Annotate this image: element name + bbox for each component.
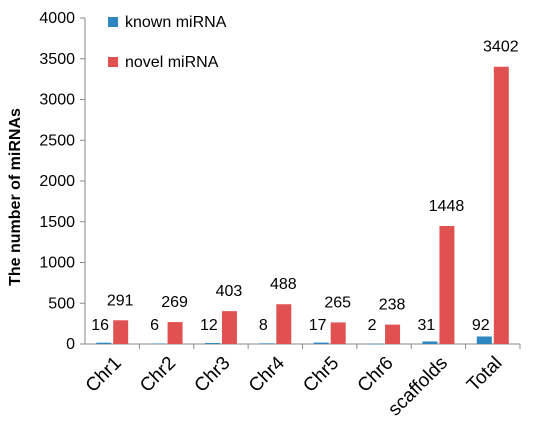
data-label-known: 8 — [259, 317, 268, 334]
y-tick-label: 1500 — [39, 214, 75, 231]
data-label-novel: 265 — [324, 294, 351, 311]
bar-novel-chr6 — [385, 324, 401, 344]
legend: known miRNA novel miRNA — [108, 14, 227, 71]
x-tick-label: Total — [463, 353, 506, 396]
y-tick-label: 0 — [66, 336, 75, 353]
bar-known-chr3 — [204, 343, 220, 344]
x-tick-label: Chr4 — [245, 352, 289, 396]
data-label-known: 6 — [150, 317, 159, 334]
bar-novel-chr5 — [330, 322, 346, 344]
x-tick-label: Chr5 — [299, 353, 343, 397]
y-tick-label: 4000 — [39, 10, 75, 27]
data-label-novel: 291 — [107, 292, 134, 309]
y-axis: 0 500 1000 1500 2000 2500 3000 3500 4000 — [39, 10, 86, 353]
data-label-known: 12 — [200, 317, 218, 334]
bar-known-total — [476, 336, 492, 344]
bar-known-chr2 — [150, 343, 166, 345]
data-label-novel: 1448 — [429, 198, 465, 215]
y-tick-label: 1000 — [39, 255, 75, 272]
data-label-known: 31 — [418, 317, 436, 334]
legend-swatch-known — [108, 17, 118, 27]
bar-novel-chr1 — [113, 320, 129, 344]
x-tick-label: Chr3 — [190, 353, 234, 397]
data-label-novel: 3402 — [483, 39, 519, 56]
legend-swatch-novel — [108, 57, 118, 67]
bar-known-chr6 — [368, 343, 384, 345]
y-tick-label: 3500 — [39, 51, 75, 68]
bar-novel-total — [493, 66, 509, 344]
bar-novel-chr3 — [221, 311, 237, 344]
y-axis-title: The number of miRNAs — [7, 108, 24, 286]
data-label-known: 17 — [309, 317, 327, 334]
data-label-novel: 403 — [216, 283, 243, 300]
bar-known-scaffolds — [422, 341, 438, 344]
bar-known-chr1 — [96, 342, 112, 344]
y-tick-label: 2500 — [39, 132, 75, 149]
y-tick-label: 3000 — [39, 92, 75, 109]
bar-novel-scaffolds — [439, 225, 455, 344]
x-tick-label: scaffolds — [384, 353, 452, 421]
x-tick-label: Chr1 — [82, 353, 126, 397]
legend-label-novel: novel miRNA — [125, 54, 219, 71]
bar-known-chr5 — [313, 342, 329, 344]
data-label-known: 92 — [472, 317, 490, 334]
data-label-novel: 238 — [379, 297, 406, 314]
bar-known-chr4 — [259, 343, 275, 344]
x-tick-label: Chr2 — [136, 353, 180, 397]
data-label-novel: 269 — [161, 294, 188, 311]
bar-novel-chr4 — [276, 304, 292, 344]
bars — [96, 66, 509, 345]
legend-label-known: known miRNA — [125, 14, 227, 31]
data-label-novel: 488 — [270, 276, 297, 293]
data-label-known: 2 — [368, 317, 377, 334]
x-tick-label: Chr6 — [354, 353, 398, 397]
bar-novel-chr2 — [167, 322, 183, 344]
data-label-known: 16 — [91, 317, 109, 334]
y-tick-label: 2000 — [39, 173, 75, 190]
y-tick-label: 500 — [48, 295, 75, 312]
